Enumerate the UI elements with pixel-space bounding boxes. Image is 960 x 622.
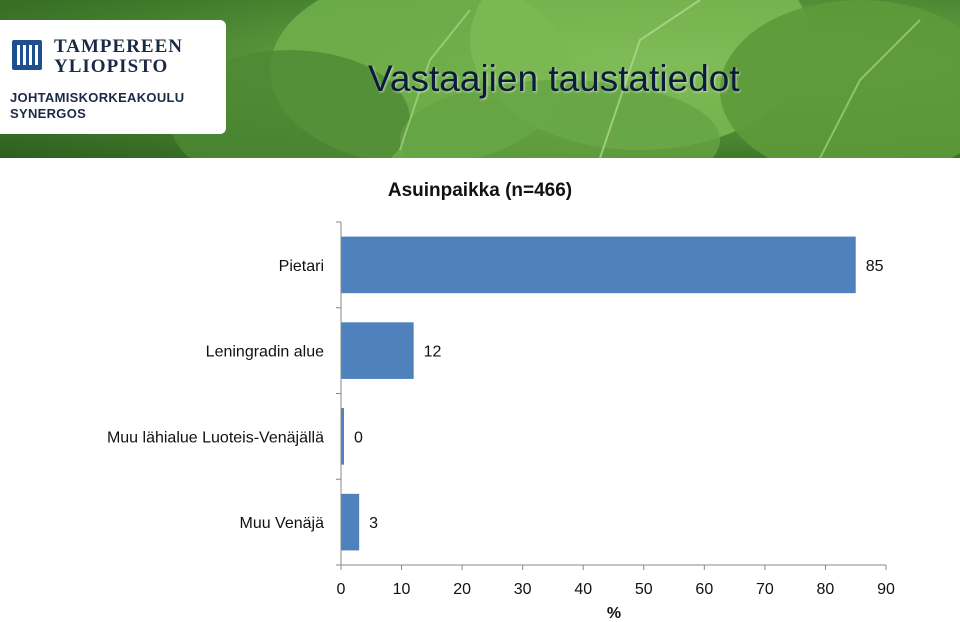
- x-tick-label: 50: [635, 581, 653, 598]
- category-label: Leningradin alue: [206, 344, 324, 361]
- logo-text-tampereen: TAMPEREEN: [54, 36, 183, 57]
- data-label: 12: [424, 344, 442, 361]
- x-tick-label: 0: [337, 581, 346, 598]
- data-label: 85: [866, 258, 884, 275]
- logo-text-yliopisto: YLIOPISTO: [54, 56, 169, 77]
- bar: [341, 236, 856, 294]
- x-tick-label: 90: [877, 581, 895, 598]
- x-axis-title: %: [607, 605, 621, 622]
- chart-title: Asuinpaikka (n=466): [387, 180, 573, 201]
- x-tick-label: 20: [453, 581, 471, 598]
- category-label: Pietari: [279, 258, 324, 275]
- bar: [341, 408, 344, 465]
- x-tick-label: 10: [393, 581, 411, 598]
- bar: [341, 493, 360, 551]
- logo-text-synergos: SYNERGOS: [10, 106, 87, 121]
- university-logo: TAMPEREEN YLIOPISTO JOHTAMISKORKEAKOULU …: [0, 20, 226, 134]
- university-emblem-icon: [12, 40, 42, 70]
- x-tick-label: 60: [695, 581, 713, 598]
- page-title: Vastaajien taustatiedot: [368, 58, 740, 99]
- logo-text-johtamiskorkeakoulu: JOHTAMISKORKEAKOULU: [10, 90, 185, 105]
- leaf-background-image: [170, 0, 960, 158]
- x-tick-label: 30: [514, 581, 532, 598]
- category-label: Muu lähialue Luoteis-Venäjällä: [107, 429, 324, 446]
- category-label: Muu Venäjä: [239, 515, 324, 532]
- x-tick-label: 80: [817, 581, 835, 598]
- x-tick-label: 40: [574, 581, 592, 598]
- header-banner: TAMPEREEN YLIOPISTO JOHTAMISKORKEAKOULU …: [0, 0, 960, 158]
- data-label: 3: [369, 515, 378, 532]
- x-tick-label: 70: [756, 581, 774, 598]
- data-label: 0: [354, 429, 363, 446]
- bar: [341, 322, 414, 379]
